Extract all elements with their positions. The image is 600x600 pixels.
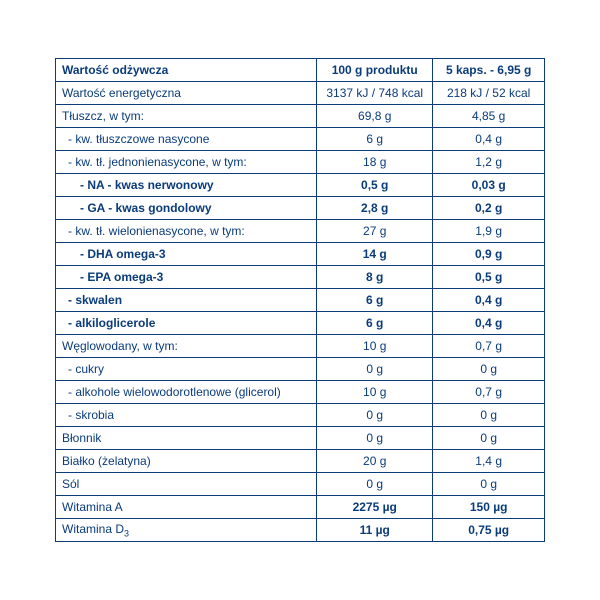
row-value-per100g: 14 g <box>317 242 433 265</box>
row-value-per100g: 10 g <box>317 380 433 403</box>
row-value-per-serving: 1,4 g <box>433 449 545 472</box>
table-row: - GA - kwas gondolowy2,8 g0,2 g <box>56 196 545 219</box>
row-label: Tłuszcz, w tym: <box>56 104 317 127</box>
row-value-per-serving: 4,85 g <box>433 104 545 127</box>
table-row: - skrobia0 g0 g <box>56 403 545 426</box>
row-label: - kw. tł. wielonienasycone, w tym: <box>56 219 317 242</box>
row-label: - skwalen <box>56 288 317 311</box>
row-value-per-serving: 0,4 g <box>433 311 545 334</box>
row-label: Sól <box>56 472 317 495</box>
row-label: Wartość energetyczna <box>56 81 317 104</box>
row-value-per-serving: 0,7 g <box>433 380 545 403</box>
header-col3: 5 kaps. - 6,95 g <box>433 58 545 81</box>
row-value-per-serving: 218 kJ / 52 kcal <box>433 81 545 104</box>
table-row: Węglowodany, w tym:10 g0,7 g <box>56 334 545 357</box>
row-value-per-serving: 0,2 g <box>433 196 545 219</box>
row-label: - kw. tł. jednonienasycone, w tym: <box>56 150 317 173</box>
table-row: - alkiloglicerole6 g0,4 g <box>56 311 545 334</box>
row-value-per-serving: 0 g <box>433 426 545 449</box>
row-value-per100g: 6 g <box>317 288 433 311</box>
row-label: Błonnik <box>56 426 317 449</box>
row-value-per-serving: 0,4 g <box>433 288 545 311</box>
row-value-per100g: 69,8 g <box>317 104 433 127</box>
row-label: - kw. tłuszczowe nasycone <box>56 127 317 150</box>
row-label: - EPA omega-3 <box>56 265 317 288</box>
row-value-per100g: 0 g <box>317 357 433 380</box>
table-row: - cukry0 g0 g <box>56 357 545 380</box>
row-value-per-serving: 1,2 g <box>433 150 545 173</box>
table-row: Sól0 g0 g <box>56 472 545 495</box>
table-row: Białko (żelatyna)20 g1,4 g <box>56 449 545 472</box>
row-value-per-serving: 0,5 g <box>433 265 545 288</box>
table-row: - NA - kwas nerwonowy0,5 g0,03 g <box>56 173 545 196</box>
row-label: - alkohole wielowodorotlenowe (glicerol) <box>56 380 317 403</box>
table-row: - skwalen6 g0,4 g <box>56 288 545 311</box>
row-value-per100g: 18 g <box>317 150 433 173</box>
row-value-per100g: 0 g <box>317 472 433 495</box>
table-row: - DHA omega-314 g0,9 g <box>56 242 545 265</box>
row-value-per-serving: 0 g <box>433 472 545 495</box>
row-value-per-serving: 1,9 g <box>433 219 545 242</box>
header-col2: 100 g produktu <box>317 58 433 81</box>
table-row: Tłuszcz, w tym:69,8 g4,85 g <box>56 104 545 127</box>
table-row: - EPA omega-38 g0,5 g <box>56 265 545 288</box>
row-value-per100g: 6 g <box>317 311 433 334</box>
row-value-per100g: 0,5 g <box>317 173 433 196</box>
row-label: - GA - kwas gondolowy <box>56 196 317 219</box>
row-value-per100g: 2275 µg <box>317 495 433 518</box>
row-value-per100g: 0 g <box>317 426 433 449</box>
row-label: - NA - kwas nerwonowy <box>56 173 317 196</box>
table-row: Witamina A2275 µg150 µg <box>56 495 545 518</box>
row-label: - cukry <box>56 357 317 380</box>
table-row: - kw. tł. wielonienasycone, w tym:27 g1,… <box>56 219 545 242</box>
row-value-per-serving: 0,03 g <box>433 173 545 196</box>
row-value-per100g: 20 g <box>317 449 433 472</box>
nutrition-table: Wartość odżywcza100 g produktu5 kaps. - … <box>55 58 545 542</box>
row-value-per100g: 11 µg <box>317 518 433 541</box>
table-row: Wartość energetyczna3137 kJ / 748 kcal21… <box>56 81 545 104</box>
row-value-per-serving: 0 g <box>433 403 545 426</box>
row-value-per-serving: 0,75 µg <box>433 518 545 541</box>
row-label: Witamina D3 <box>56 518 317 541</box>
table-row: - kw. tł. jednonienasycone, w tym:18 g1,… <box>56 150 545 173</box>
row-value-per-serving: 0,9 g <box>433 242 545 265</box>
table-row: Błonnik0 g0 g <box>56 426 545 449</box>
row-label: Witamina A <box>56 495 317 518</box>
row-value-per-serving: 150 µg <box>433 495 545 518</box>
row-value-per100g: 6 g <box>317 127 433 150</box>
row-value-per100g: 0 g <box>317 403 433 426</box>
row-label: Węglowodany, w tym: <box>56 334 317 357</box>
row-label: - DHA omega-3 <box>56 242 317 265</box>
row-value-per100g: 3137 kJ / 748 kcal <box>317 81 433 104</box>
row-label: - alkiloglicerole <box>56 311 317 334</box>
table-row: - kw. tłuszczowe nasycone6 g0,4 g <box>56 127 545 150</box>
row-label: - skrobia <box>56 403 317 426</box>
header-col1: Wartość odżywcza <box>56 58 317 81</box>
row-value-per100g: 10 g <box>317 334 433 357</box>
row-value-per-serving: 0 g <box>433 357 545 380</box>
table-row: - alkohole wielowodorotlenowe (glicerol)… <box>56 380 545 403</box>
row-value-per100g: 27 g <box>317 219 433 242</box>
row-value-per100g: 2,8 g <box>317 196 433 219</box>
row-label: Białko (żelatyna) <box>56 449 317 472</box>
table-row: Witamina D311 µg0,75 µg <box>56 518 545 541</box>
row-value-per-serving: 0,4 g <box>433 127 545 150</box>
row-value-per-serving: 0,7 g <box>433 334 545 357</box>
row-value-per100g: 8 g <box>317 265 433 288</box>
